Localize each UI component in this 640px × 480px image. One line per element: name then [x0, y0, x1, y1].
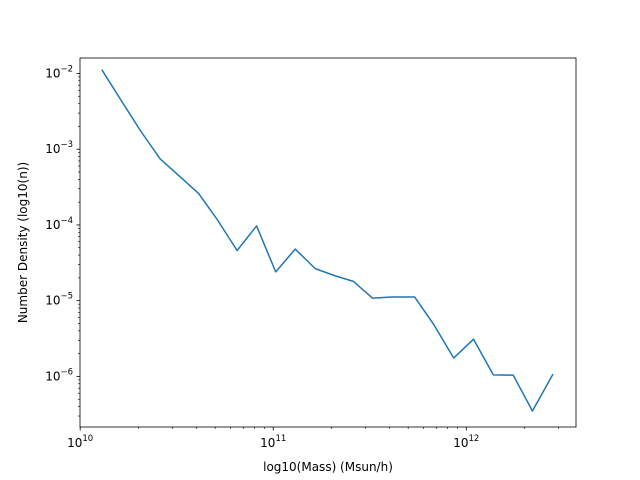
- y-tick-label: 10−4: [45, 216, 73, 232]
- x-axis-label: log10(Mass) (Msun/h): [263, 460, 393, 474]
- series-line-0: [101, 69, 554, 412]
- series-layer: [101, 69, 554, 412]
- y-tick-label: 10−3: [45, 140, 73, 156]
- axes-frame: [79, 57, 577, 428]
- x-tick-label: 1011: [260, 434, 286, 450]
- x-tick-label: 1010: [67, 434, 93, 450]
- axis-ticks: 1010 1011 1012 10−2 10−3 10−4 10−5 10−6: [45, 64, 559, 450]
- y-tick-label: 10−6: [45, 367, 73, 383]
- y-tick-label: 10−2: [45, 64, 73, 80]
- x-tick-label: 1012: [453, 434, 479, 450]
- y-axis-label: Number Density (log10(n)): [16, 162, 30, 323]
- y-tick-label: 10−5: [45, 292, 73, 308]
